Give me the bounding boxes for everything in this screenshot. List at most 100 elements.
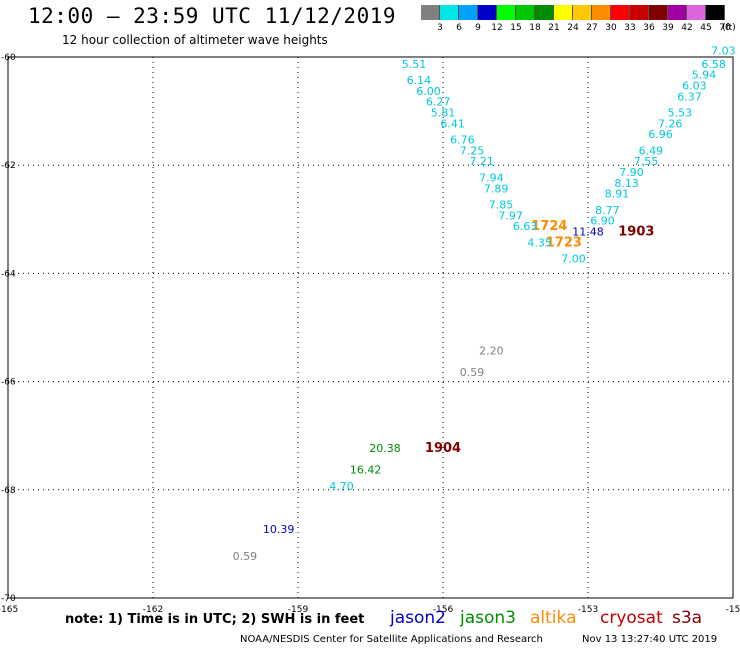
jason3-data-label: 16.42	[350, 464, 382, 477]
x-tick-label: -153	[578, 605, 598, 615]
s3a-data-label: 8.13	[614, 177, 639, 190]
y-tick-label: -70	[1, 594, 16, 604]
color-scale-label: 27	[586, 23, 598, 33]
chart-title: 12:00 – 23:59 UTC 11/12/2019	[28, 4, 397, 28]
footnote: note: 1) Time is in UTC; 2) SWH is in fe…	[65, 612, 365, 627]
y-tick-label: -64	[1, 269, 16, 279]
color-scale-swatch	[630, 5, 649, 20]
x-tick-label: -162	[143, 605, 163, 615]
y-tick-label: -60	[1, 53, 16, 63]
color-scale-swatch	[497, 5, 516, 20]
altika-data-label: 1724	[531, 219, 567, 234]
color-scale-label: 6	[456, 23, 462, 33]
s3a-data-label: 6.41	[440, 117, 465, 130]
s3a-data-label: 5.81	[431, 107, 456, 120]
color-scale-swatch	[459, 5, 478, 20]
color-scale-swatch	[573, 5, 592, 20]
color-scale-swatch	[706, 5, 725, 20]
color-scale-label: 30	[605, 23, 617, 33]
s3a-data-label: 7.97	[498, 209, 523, 222]
color-scale-label: 3	[437, 23, 443, 33]
s3a-data-label: 6.00	[416, 85, 441, 98]
color-scale-swatch	[687, 5, 706, 20]
color-scale-label: 36	[643, 23, 655, 33]
color-scale-label: 42	[681, 23, 693, 33]
y-tick-label: -66	[1, 378, 16, 388]
x-tick-label: -156	[433, 605, 454, 615]
color-scale-swatch	[668, 5, 687, 20]
color-scale-swatch	[649, 5, 668, 20]
s3a-data-label: 7.00	[561, 253, 586, 266]
unnamed-data-label: 0.59	[233, 550, 258, 563]
color-scale-swatch	[421, 5, 440, 20]
unnamed-data-label: 2.20	[479, 345, 504, 358]
color-scale-label: 15	[510, 23, 522, 33]
legend-entry-jason2: jason2	[390, 608, 446, 628]
s3a-data-label: 6.14	[407, 74, 432, 87]
s3a-data-label: 4.70	[329, 480, 354, 493]
legend-entry-jason3: jason3	[460, 608, 516, 628]
color-scale-swatch	[516, 5, 535, 20]
s3a-data-label: 7.21	[469, 155, 494, 168]
color-scale-label: 24	[567, 23, 579, 33]
color-scale-label: 45	[700, 23, 712, 33]
footer-timestamp: Nov 13 13:27:40 UTC 2019	[582, 634, 718, 645]
s3a-data-label: 5.51	[402, 58, 427, 71]
s3a-data-label: 7.94	[479, 171, 504, 184]
s3a-data-label: 7.55	[634, 155, 659, 168]
jason2-data-label: 11.48	[572, 226, 604, 239]
s3a-data-label: 6.27	[426, 96, 451, 109]
s3a-data-label: 7.89	[484, 182, 509, 195]
s3a-data-label: 6.63	[513, 220, 538, 233]
s3a-data-label: 6.96	[648, 128, 673, 141]
plot-frame	[7, 56, 734, 599]
color-scale-swatch	[554, 5, 573, 20]
color-scale-label: 70	[719, 23, 731, 33]
color-scale-swatch	[611, 5, 630, 20]
s3a-data-label: 7.03	[711, 44, 736, 57]
s3a-data-label: 6.03	[682, 79, 707, 92]
s3a-data-label: 8.77	[595, 204, 620, 217]
s3a-data-label: 6.76	[450, 134, 475, 147]
jason3-data-label: 20.38	[369, 442, 401, 455]
color-scale-swatch	[535, 5, 554, 20]
s3a-data-label: 7.26	[658, 117, 683, 130]
unnamed-data-label: 0.59	[460, 366, 485, 379]
x-tick-label: -165	[0, 605, 18, 615]
s3a-data-label: 6.37	[677, 90, 702, 103]
cryosat-data-label: 1904	[425, 441, 461, 456]
altika-data-label: 1723	[546, 235, 582, 250]
y-tick-label: -68	[1, 486, 16, 496]
legend-entry-s3a: s3a	[672, 608, 703, 628]
s3a-data-label: 8.91	[605, 188, 630, 201]
s3a-data-label: 7.25	[460, 144, 485, 157]
x-tick-label: -159	[288, 605, 309, 615]
legend-entry-cryosat: cryosat	[600, 608, 663, 628]
s3a-data-label: 6.49	[639, 144, 664, 157]
x-tick-label: -15	[726, 605, 740, 615]
color-scale-label: 21	[548, 23, 560, 33]
s3a-data-label: 6.58	[701, 58, 726, 71]
s3a-data-label: 4.35	[527, 236, 552, 249]
footer-organization: NOAA/NESDIS Center for Satellite Applica…	[240, 634, 543, 645]
chart-subtitle: 12 hour collection of altimeter wave hei…	[62, 33, 328, 47]
color-scale-label: (ft)	[722, 23, 736, 33]
y-tick-label: -62	[1, 161, 16, 171]
color-scale-label: 39	[662, 23, 674, 33]
color-scale-label: 33	[624, 23, 636, 33]
s3a-data-label: 6.90	[590, 215, 615, 228]
s3a-data-label: 5.94	[692, 69, 717, 82]
color-scale-label: 9	[475, 23, 481, 33]
jason2-data-label: 10.39	[263, 523, 295, 536]
s3a-data-label: 7.90	[619, 166, 644, 179]
legend-entry-altika: altika	[530, 608, 577, 628]
color-scale-swatch	[440, 5, 459, 20]
color-scale-swatch	[592, 5, 611, 20]
color-scale-label: 12	[491, 23, 503, 33]
s3a-data-label: 7.85	[489, 198, 514, 211]
color-scale-swatch	[478, 5, 497, 20]
color-scale-label: 18	[529, 23, 541, 33]
cryosat-data-label: 1903	[618, 225, 654, 240]
s3a-data-label: 5.53	[668, 107, 693, 120]
